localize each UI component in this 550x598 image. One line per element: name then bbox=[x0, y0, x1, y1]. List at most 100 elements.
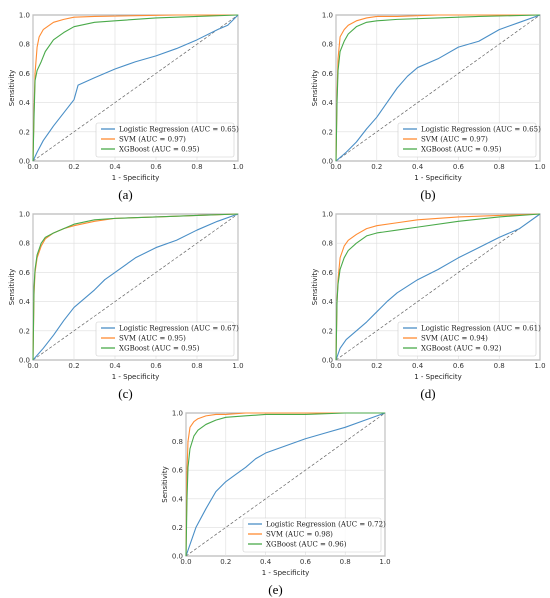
x-tick-label: 0.8 bbox=[340, 558, 351, 566]
y-tick-label: 0.8 bbox=[19, 41, 30, 49]
legend-box bbox=[95, 321, 235, 357]
y-axis-label: Sensitivity bbox=[311, 269, 319, 305]
y-tick-label: 0.4 bbox=[322, 99, 334, 107]
legend-label: XGBoost (AUC = 0.95) bbox=[119, 146, 200, 154]
roc-curve-svm bbox=[335, 213, 541, 361]
y-tick-label: 1.0 bbox=[172, 410, 183, 418]
y-tick-label: 0.2 bbox=[322, 327, 333, 335]
y-axis-label: Sensitivity bbox=[161, 466, 169, 502]
y-tick-label: 0.0 bbox=[172, 553, 183, 561]
x-tick-label: 0.8 bbox=[191, 163, 202, 171]
panel-caption: (a) bbox=[118, 187, 132, 202]
legend-label: Logistic Regression (AUC = 0.72) bbox=[266, 521, 386, 529]
roc-curve-svm bbox=[32, 14, 238, 162]
x-axis-label: 1 - Specificity bbox=[414, 373, 462, 381]
y-tick-label: 1.0 bbox=[19, 12, 30, 20]
x-tick-label: 0.6 bbox=[453, 362, 465, 370]
x-tick-label: 0.0 bbox=[180, 558, 191, 566]
chance-diagonal-line bbox=[185, 412, 386, 557]
y-tick-label: 0.4 bbox=[19, 99, 31, 107]
roc-panel-e: 0.0 0.2 0.4 0.6 0.8 1.0 0.0 0.2 0.4 0.6 0.8 1.0 Logi… bbox=[161, 410, 391, 598]
x-axis-label: 1 - Specificity bbox=[112, 373, 160, 381]
legend-label: SVM (AUC = 0.95) bbox=[119, 335, 186, 343]
y-tick-label: 0.2 bbox=[19, 327, 30, 335]
roc-curve-logistic bbox=[32, 14, 239, 162]
legend-label: SVM (AUC = 0.97) bbox=[119, 136, 186, 144]
y-axis-label: Sensitivity bbox=[311, 70, 319, 106]
y-tick-label: 0.8 bbox=[172, 438, 183, 446]
y-tick-label: 0.4 bbox=[172, 495, 184, 503]
roc-curve-logistic bbox=[335, 213, 541, 361]
roc-curve-logistic bbox=[335, 14, 541, 162]
x-tick-label: 0.6 bbox=[150, 362, 162, 370]
y-tick-label: 0.6 bbox=[322, 70, 334, 78]
x-tick-label: 0.2 bbox=[68, 362, 79, 370]
roc-panel-b: 0.0 0.2 0.4 0.6 0.8 1.0 0.0 0.2 0.4 0.6 0.8 1.0 Logi… bbox=[311, 12, 546, 203]
y-tick-label: 0.2 bbox=[172, 524, 183, 532]
y-tick-label: 0.6 bbox=[322, 269, 334, 277]
x-tick-label: 1.0 bbox=[534, 163, 545, 171]
legend-box bbox=[95, 122, 235, 158]
y-tick-label: 1.0 bbox=[322, 12, 333, 20]
x-tick-label: 0.4 bbox=[260, 558, 272, 566]
y-tick-label: 0.6 bbox=[19, 70, 31, 78]
panel-caption: (c) bbox=[118, 386, 132, 401]
y-tick-label: 0.2 bbox=[19, 128, 30, 136]
x-tick-label: 0.0 bbox=[27, 362, 38, 370]
x-tick-label: 0.0 bbox=[330, 163, 341, 171]
y-axis-label: Sensitivity bbox=[8, 70, 16, 106]
x-tick-label: 0.6 bbox=[300, 558, 312, 566]
legend-label: XGBoost (AUC = 0.96) bbox=[266, 541, 347, 549]
x-tick-label: 1.0 bbox=[379, 558, 390, 566]
legend-label: SVM (AUC = 0.94) bbox=[421, 335, 488, 343]
x-tick-label: 0.4 bbox=[109, 163, 121, 171]
roc-curve-svm bbox=[185, 412, 385, 557]
x-tick-label: 0.0 bbox=[330, 362, 341, 370]
y-tick-label: 0.8 bbox=[322, 240, 333, 248]
roc-curve-logistic bbox=[32, 213, 239, 361]
y-tick-label: 0.0 bbox=[322, 357, 333, 365]
x-tick-label: 0.0 bbox=[27, 163, 38, 171]
x-tick-label: 0.4 bbox=[109, 362, 121, 370]
chance-diagonal-line bbox=[32, 14, 239, 162]
roc-curve-xgboost bbox=[185, 412, 385, 557]
x-tick-label: 0.2 bbox=[68, 163, 79, 171]
legend-label: Logistic Regression (AUC = 0.65) bbox=[421, 126, 541, 134]
legend-box bbox=[242, 517, 382, 553]
x-tick-label: 0.6 bbox=[150, 163, 162, 171]
y-tick-label: 0.6 bbox=[19, 269, 31, 277]
x-tick-label: 0.8 bbox=[494, 362, 505, 370]
y-tick-label: 0.6 bbox=[172, 467, 184, 475]
legend-label: Logistic Regression (AUC = 0.61) bbox=[421, 325, 541, 333]
roc-curve-xgboost bbox=[335, 213, 541, 361]
roc-curve-xgboost bbox=[335, 14, 541, 162]
legend-label: SVM (AUC = 0.97) bbox=[421, 136, 488, 144]
x-tick-label: 1.0 bbox=[534, 362, 545, 370]
y-axis-label: Sensitivity bbox=[8, 269, 16, 305]
x-tick-label: 0.8 bbox=[191, 362, 202, 370]
x-tick-label: 0.2 bbox=[220, 558, 231, 566]
x-axis-label: 1 - Specificity bbox=[112, 174, 160, 182]
y-tick-label: 0.0 bbox=[19, 357, 30, 365]
x-tick-label: 0.4 bbox=[412, 163, 424, 171]
y-tick-label: 0.0 bbox=[19, 158, 30, 166]
legend-label: Logistic Regression (AUC = 0.67) bbox=[119, 325, 239, 333]
legend-label: XGBoost (AUC = 0.92) bbox=[421, 345, 502, 353]
x-tick-label: 0.8 bbox=[494, 163, 505, 171]
y-tick-label: 0.4 bbox=[322, 298, 334, 306]
y-tick-label: 0.8 bbox=[19, 240, 30, 248]
x-tick-label: 0.2 bbox=[371, 163, 382, 171]
y-tick-label: 1.0 bbox=[19, 211, 30, 219]
roc-curve-xgboost bbox=[32, 14, 239, 162]
chance-diagonal-line bbox=[32, 213, 239, 361]
roc-curve-logistic bbox=[185, 412, 386, 557]
x-tick-label: 0.2 bbox=[371, 362, 382, 370]
panel-caption: (b) bbox=[420, 187, 435, 202]
y-tick-label: 0.0 bbox=[322, 158, 333, 166]
legend-label: SVM (AUC = 0.98) bbox=[266, 531, 333, 539]
x-axis-label: 1 - Specificity bbox=[414, 174, 462, 182]
roc-curve-svm bbox=[335, 14, 540, 162]
roc-panel-d: 0.0 0.2 0.4 0.6 0.8 1.0 0.0 0.2 0.4 0.6 0.8 1.0 Logi… bbox=[311, 211, 546, 402]
roc-curve-xgboost bbox=[32, 213, 239, 361]
chance-diagonal-line bbox=[335, 213, 541, 361]
